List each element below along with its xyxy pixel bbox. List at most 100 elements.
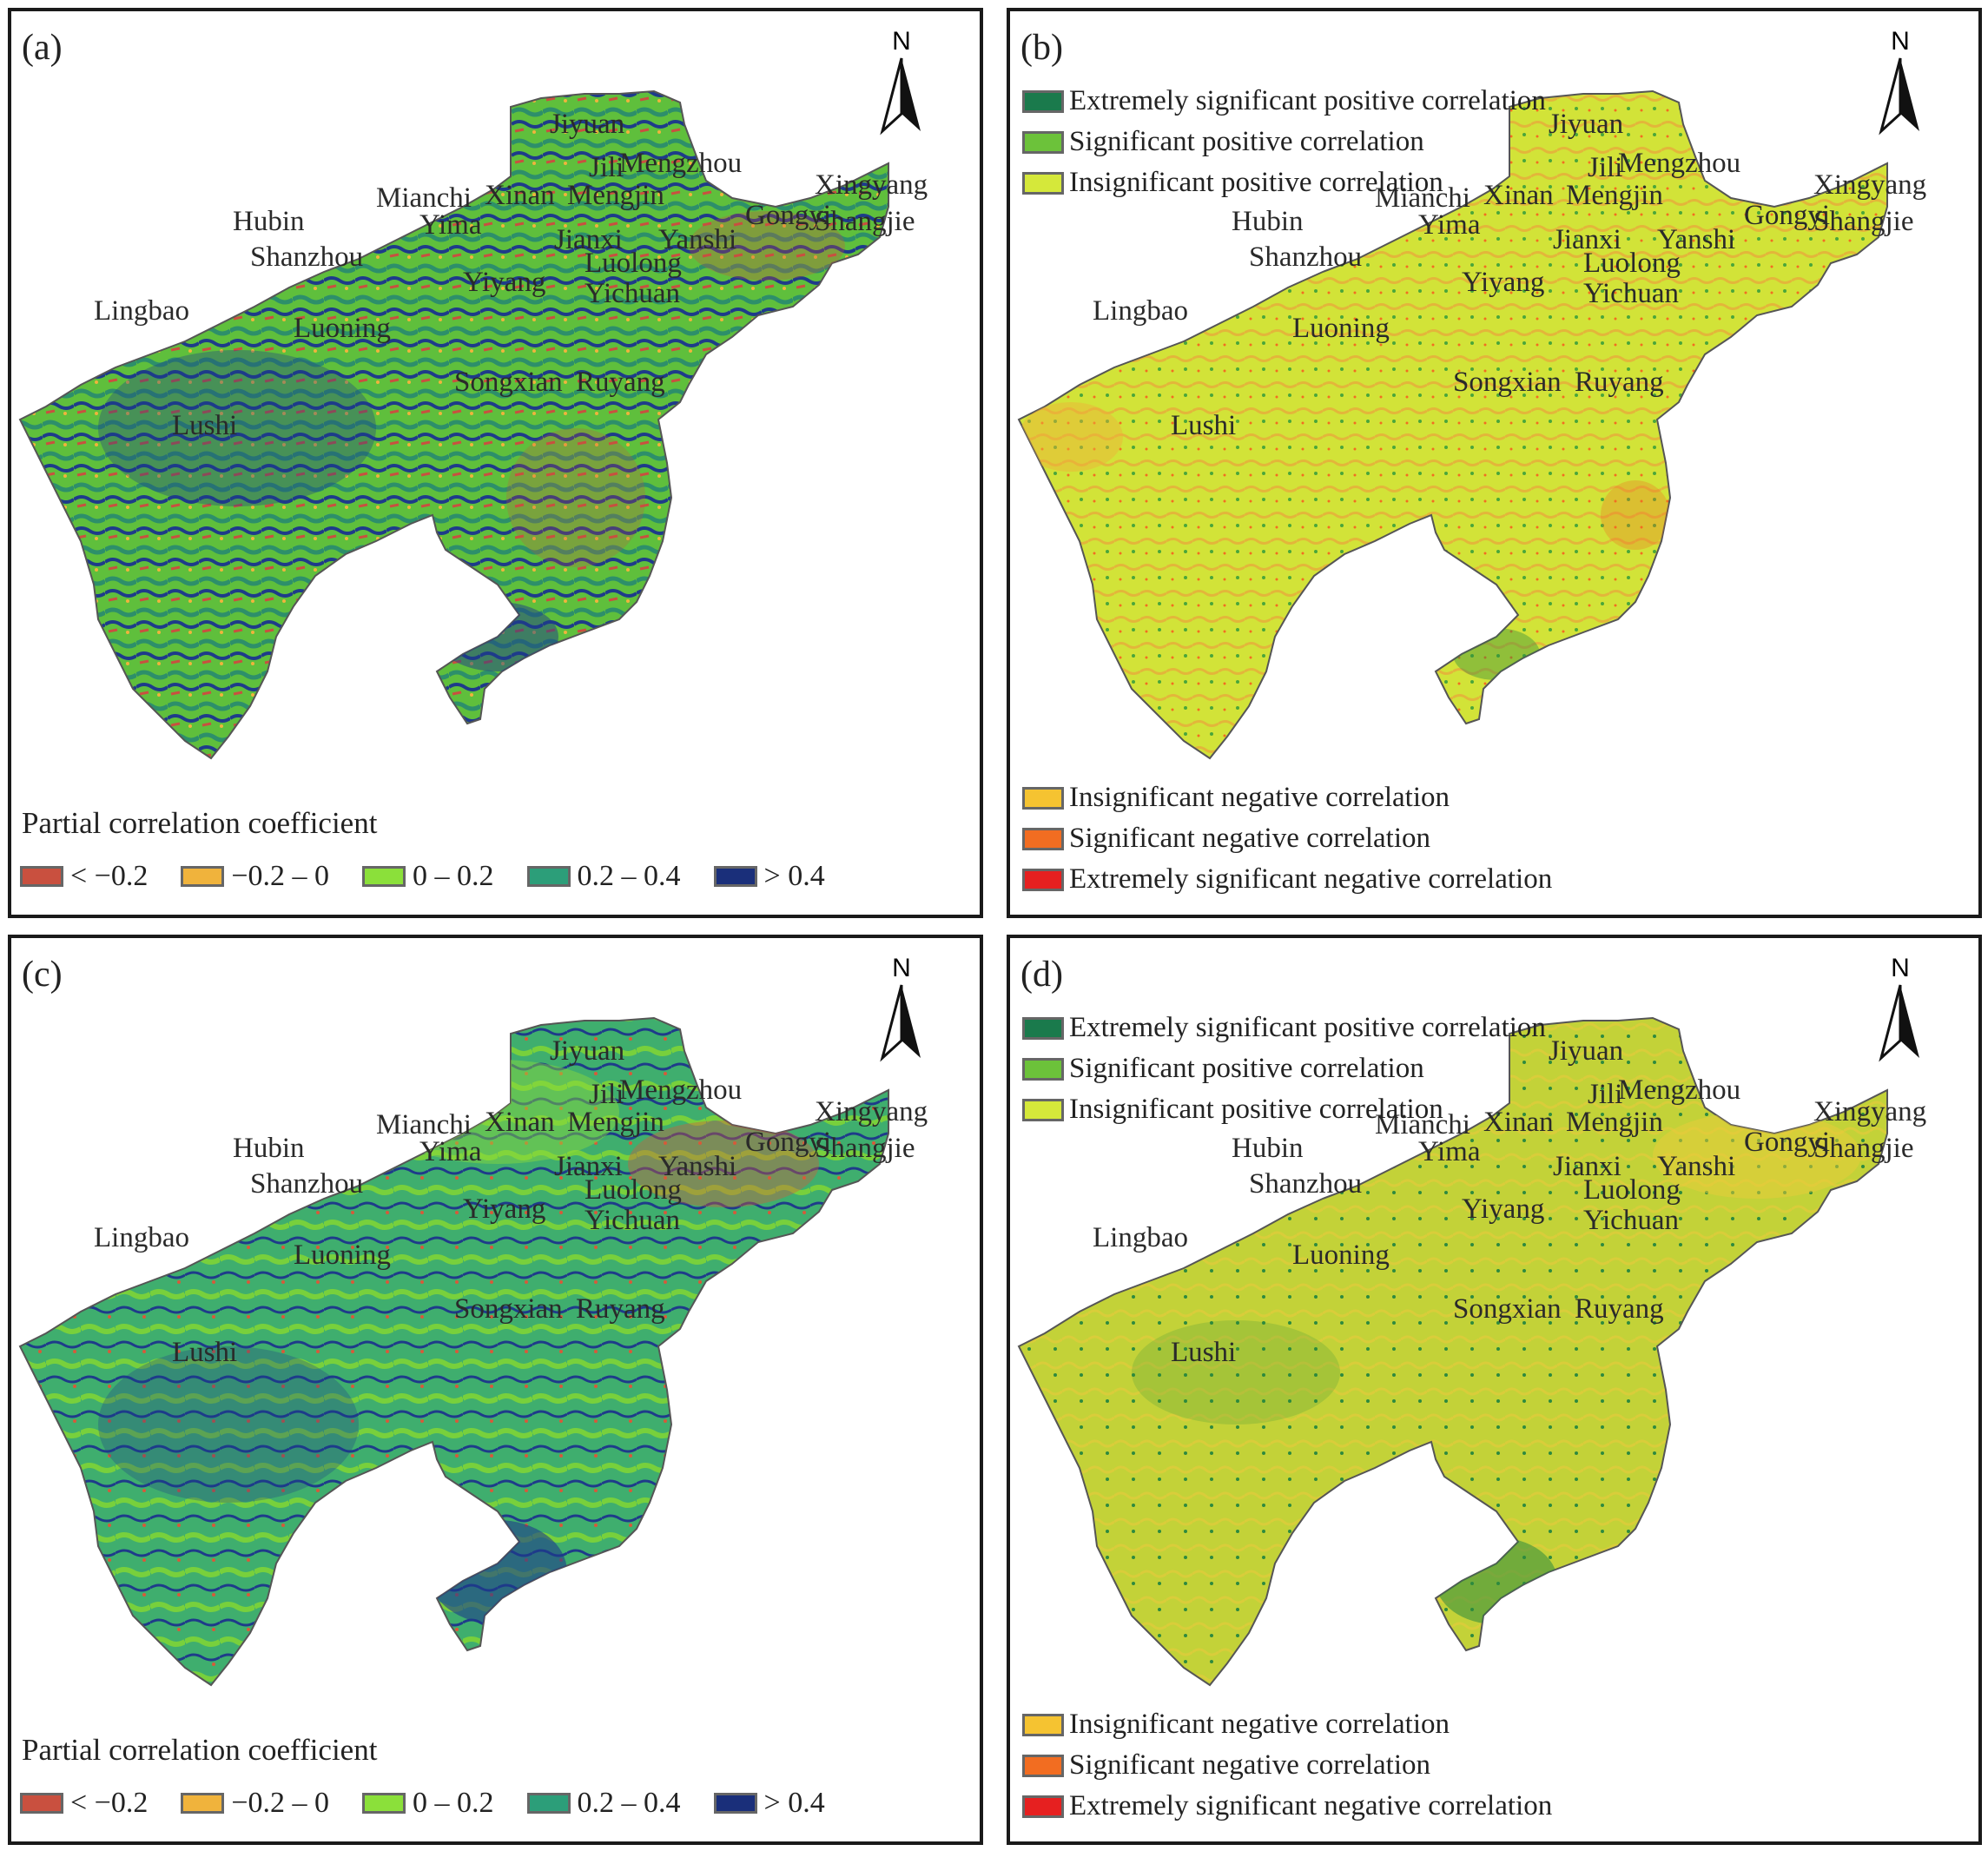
place-label-mengjin: Mengjin bbox=[567, 1107, 664, 1138]
place-label-luoning: Luoning bbox=[1292, 313, 1390, 344]
place-label-yiyang: Yiyang bbox=[463, 1193, 545, 1225]
legend-label: > 0.4 bbox=[763, 860, 825, 892]
place-label-shangjie: Shangjie bbox=[815, 206, 915, 237]
place-label-lushi: Lushi bbox=[172, 410, 237, 441]
significance-legend-negative: Insignificant negative correlation Signif… bbox=[1022, 777, 1552, 900]
legend-label: −0.2 – 0 bbox=[231, 1787, 330, 1819]
place-label-hubin: Hubin bbox=[233, 1133, 305, 1164]
legend-item: Significant negative correlation bbox=[1022, 818, 1552, 859]
place-label-yiyang: Yiyang bbox=[1462, 1193, 1544, 1225]
place-label-lingbao: Lingbao bbox=[94, 295, 189, 327]
place-label-jili: Jili bbox=[589, 152, 624, 183]
panel-d: Jiyuan Jili Mengzhou Xingyang Shangjie Mianch… bbox=[1007, 935, 1982, 1845]
legend-item: Extremely significant positive correlati… bbox=[1022, 1008, 1546, 1048]
place-label-luolong: Luolong bbox=[1583, 248, 1681, 279]
legend-item: Insignificant positive correlation bbox=[1022, 1089, 1546, 1130]
place-label-xinan: Xinan bbox=[1483, 1107, 1554, 1138]
significance-legend-negative: Insignificant negative correlation Signif… bbox=[1022, 1704, 1552, 1827]
place-label-mengzhou: Mengzhou bbox=[619, 1074, 742, 1106]
legend-item: −0.2 – 0 bbox=[181, 860, 329, 893]
place-label-jianxi: Jianxi bbox=[1553, 224, 1621, 255]
legend-item: Significant positive correlation bbox=[1022, 122, 1546, 162]
legend-swatch bbox=[20, 866, 63, 887]
place-label-jianxi: Jianxi bbox=[554, 1151, 623, 1182]
place-label-yiyang: Yiyang bbox=[1462, 267, 1544, 298]
place-label-jiyuan: Jiyuan bbox=[550, 109, 624, 140]
place-label-shangjie: Shangjie bbox=[815, 1133, 915, 1164]
legend-label: Extremely significant positive correlati… bbox=[1069, 1012, 1546, 1043]
place-label-gongyi: Gongyi bbox=[745, 1127, 831, 1158]
place-label-yichuan: Yichuan bbox=[1583, 1205, 1679, 1236]
north-arrow-icon: N bbox=[880, 954, 921, 1062]
place-label-jili: Jili bbox=[1588, 1079, 1622, 1110]
place-label-ruyang: Ruyang bbox=[1575, 1293, 1664, 1325]
place-label-luolong: Luolong bbox=[585, 1174, 682, 1206]
legend-label: Extremely significant negative correlati… bbox=[1069, 863, 1553, 895]
legend-item: Insignificant positive correlation bbox=[1022, 162, 1546, 203]
place-label-lingbao: Lingbao bbox=[1093, 295, 1188, 327]
legend-swatch bbox=[1022, 89, 1064, 113]
place-label-mianchi: Mianchi bbox=[1375, 1109, 1470, 1140]
coefficient-legend: < −0.2 −0.2 – 0 0 – 0.2 0.2 – 0.4 > 0.4 bbox=[20, 859, 858, 894]
place-label-yima: Yima bbox=[1418, 1136, 1481, 1167]
legend-item: Extremely significant negative correlati… bbox=[1022, 859, 1552, 900]
legend-swatch bbox=[526, 866, 571, 887]
legend-label: > 0.4 bbox=[763, 1787, 825, 1819]
place-label-yichuan: Yichuan bbox=[585, 1205, 680, 1236]
place-label-songxian: Songxian bbox=[454, 1293, 563, 1325]
legend-label: Insignificant positive correlation bbox=[1069, 1094, 1443, 1125]
place-label-xingyang: Xingyang bbox=[815, 1096, 928, 1127]
place-label-ruyang: Ruyang bbox=[1575, 367, 1664, 398]
legend-item: > 0.4 bbox=[713, 1787, 825, 1820]
legend-item: < −0.2 bbox=[20, 860, 148, 893]
legend-item: 0 – 0.2 bbox=[362, 1787, 494, 1820]
place-label-shanzhou: Shanzhou bbox=[250, 241, 363, 273]
legend-swatch bbox=[713, 866, 757, 887]
place-label-gongyi: Gongyi bbox=[745, 200, 831, 231]
place-label-jiyuan: Jiyuan bbox=[1549, 1035, 1623, 1067]
legend-swatch bbox=[20, 1793, 63, 1814]
legend-swatch bbox=[362, 866, 406, 887]
legend-item: 0.2 – 0.4 bbox=[526, 1787, 681, 1820]
coefficient-legend-title: Partial correlation coefficient bbox=[22, 806, 378, 840]
place-label-mengzhou: Mengzhou bbox=[1618, 148, 1740, 179]
north-label: N bbox=[1891, 954, 1910, 982]
legend-swatch bbox=[1022, 868, 1064, 891]
place-label-luolong: Luolong bbox=[585, 248, 682, 279]
legend-label: < −0.2 bbox=[70, 860, 149, 892]
place-label-mengzhou: Mengzhou bbox=[1618, 1074, 1740, 1106]
place-label-jianxi: Jianxi bbox=[554, 224, 623, 255]
panel-label-c: (c) bbox=[22, 955, 63, 995]
legend-item: > 0.4 bbox=[713, 860, 825, 893]
place-label-jiyuan: Jiyuan bbox=[550, 1035, 624, 1067]
legend-swatch bbox=[713, 1793, 757, 1814]
north-arrow-icon: N bbox=[1879, 27, 1919, 136]
significance-legend-positive: Extremely significant positive correlati… bbox=[1022, 1008, 1546, 1130]
place-label-yichuan: Yichuan bbox=[585, 278, 680, 309]
legend-swatch bbox=[1022, 1713, 1064, 1736]
legend-swatch bbox=[1022, 827, 1064, 850]
place-label-xingyang: Xingyang bbox=[815, 169, 928, 201]
legend-label: Extremely significant negative correlati… bbox=[1069, 1790, 1553, 1821]
place-label-luoning: Luoning bbox=[294, 313, 391, 344]
place-label-gongyi: Gongyi bbox=[1744, 1127, 1830, 1158]
legend-swatch bbox=[362, 1793, 406, 1814]
place-label-xinan: Xinan bbox=[485, 1107, 555, 1138]
place-label-shanzhou: Shanzhou bbox=[250, 1168, 363, 1200]
legend-item: 0.2 – 0.4 bbox=[526, 860, 681, 893]
legend-swatch bbox=[1022, 130, 1064, 154]
legend-swatch bbox=[1022, 171, 1064, 195]
legend-item: Insignificant negative correlation bbox=[1022, 777, 1552, 818]
place-label-mengzhou: Mengzhou bbox=[619, 148, 742, 179]
legend-swatch bbox=[181, 1793, 225, 1814]
panel-a: Jiyuan Jili Mengzhou Xingyang Shangjie Mianch… bbox=[8, 8, 983, 918]
legend-label: 0 – 0.2 bbox=[413, 1787, 494, 1819]
legend-label: 0.2 – 0.4 bbox=[577, 860, 681, 892]
place-label-xinan: Xinan bbox=[485, 180, 555, 211]
legend-swatch bbox=[1022, 1795, 1064, 1818]
panel-label-a: (a) bbox=[22, 28, 63, 68]
legend-label: −0.2 – 0 bbox=[231, 860, 330, 892]
